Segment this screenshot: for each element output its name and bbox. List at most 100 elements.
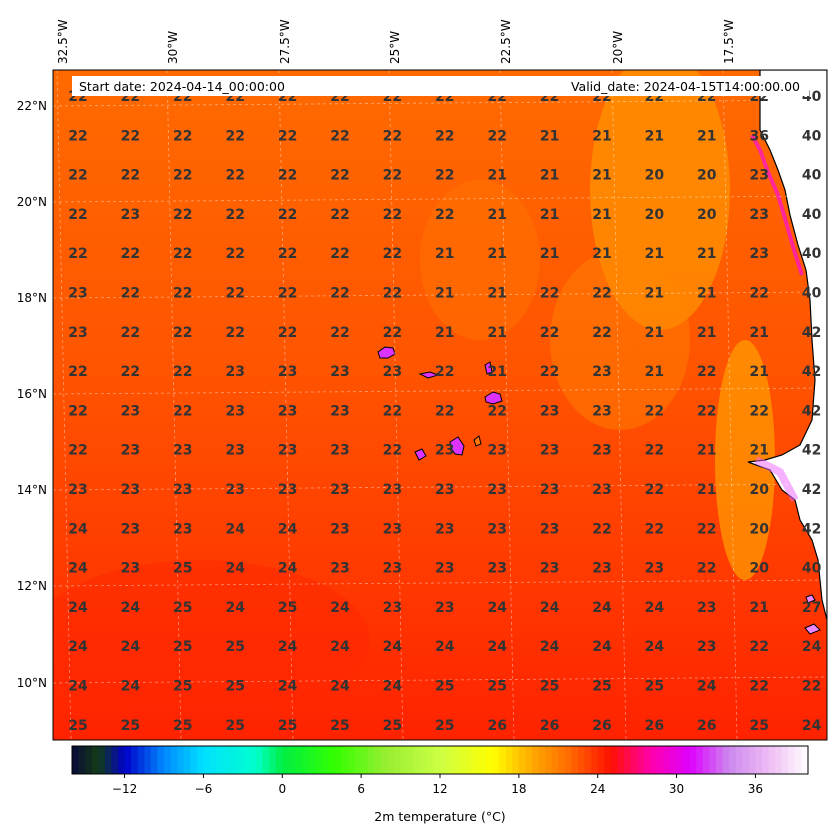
temperature-value: 20 [645, 168, 665, 184]
colorbar-title: 2m temperature (°C) [374, 809, 505, 824]
temperature-value: 24 [68, 600, 88, 616]
colorbar-segment [216, 746, 224, 774]
colorbar-segment [249, 746, 257, 774]
temperature-value: 21 [697, 286, 716, 302]
temperature-value: 22 [645, 521, 664, 537]
colorbar-segment [242, 746, 251, 774]
colorbar-segment [170, 746, 178, 774]
colorbar-segment [499, 746, 507, 774]
temperature-value: 24 [435, 639, 455, 655]
temperature-value: 22 [68, 207, 87, 223]
temperature-value: 42 [802, 443, 821, 459]
island-fogo [414, 448, 427, 461]
temperature-value: 23 [121, 561, 140, 577]
colorbar-segment [374, 746, 382, 774]
temperature-value: 21 [645, 286, 664, 302]
colorbar-segment [525, 746, 533, 774]
temperature-value: 23 [330, 403, 349, 419]
temperature-value: 21 [592, 168, 611, 184]
temperature-value: 22 [697, 364, 716, 380]
colorbar-segment [367, 746, 375, 774]
temperature-value: 24 [802, 639, 822, 655]
temperature-value: 21 [697, 482, 716, 498]
temperature-value: 24 [278, 679, 298, 695]
longitude-label: 17.5°W [722, 19, 736, 64]
colorbar-segment [742, 746, 750, 774]
temperature-value: 23 [383, 364, 402, 380]
colorbar-segment [453, 746, 461, 774]
temperature-value: 24 [645, 600, 665, 616]
temperature-value: 21 [749, 364, 768, 380]
temperature-value: 24 [383, 679, 403, 695]
cool-patch-coast [715, 340, 775, 580]
colorbar-segment [610, 746, 619, 774]
temperature-value: 23 [487, 561, 506, 577]
temperature-value: 22 [225, 207, 244, 223]
temperature-value: 22 [173, 168, 192, 184]
temperature-value: 25 [173, 561, 192, 577]
colorbar-segment [748, 746, 757, 774]
colorbar-segment [571, 746, 579, 774]
temperature-value: 22 [330, 128, 349, 144]
temperature-value: 25 [645, 679, 664, 695]
temperature-value: 26 [645, 718, 664, 734]
temperature-value: 23 [330, 482, 349, 498]
colorbar-segment [617, 746, 625, 774]
temperature-value: 42 [802, 482, 821, 498]
temperature-value: 21 [749, 443, 768, 459]
colorbar-segment [210, 746, 218, 774]
temperature-value: 23 [330, 443, 349, 459]
temperature-value: 26 [697, 718, 716, 734]
temperature-value: 22 [435, 364, 454, 380]
colorbar-segment [564, 746, 573, 774]
colorbar-segment [91, 746, 99, 774]
colorbar-segment [394, 746, 402, 774]
temperature-value: 22 [749, 403, 768, 419]
temperature-value: 22 [278, 246, 297, 262]
temperature-value: 25 [278, 718, 297, 734]
temperature-value: 21 [435, 286, 454, 302]
temperature-value: 24 [278, 521, 298, 537]
temperature-value: 21 [592, 246, 611, 262]
temperature-value: 22 [540, 325, 559, 341]
temperature-value: 23 [435, 600, 454, 616]
colorbar-segment [794, 746, 803, 774]
colorbar-segment [282, 746, 290, 774]
colorbar-segment [446, 746, 454, 774]
temperature-value: 24 [68, 521, 88, 537]
temperature-value: 23 [278, 364, 297, 380]
temperature-value: 22 [592, 521, 611, 537]
colorbar-segment [295, 746, 303, 774]
temperature-value: 22 [225, 246, 244, 262]
colorbar-segment [387, 746, 395, 774]
warm-patch-south [53, 560, 370, 720]
colorbar-segment [643, 746, 651, 774]
temperature-value: 22 [121, 128, 140, 144]
colorbar-segment [137, 746, 145, 774]
temperature-value: 23 [435, 482, 454, 498]
temperature-value: 26 [592, 718, 611, 734]
temperature-value: 22 [330, 246, 349, 262]
colorbar-segment [781, 746, 789, 774]
colorbar-segment [716, 746, 724, 774]
temperature-value: 22 [121, 168, 140, 184]
temperature-value: 23 [592, 561, 611, 577]
temperature-value: 40 [802, 286, 822, 302]
colorbar-segment [341, 746, 349, 774]
colorbar-segment [722, 746, 730, 774]
temperature-value: 23 [121, 521, 140, 537]
colorbar-segment [124, 746, 132, 774]
temperature-value: 22 [68, 246, 87, 262]
colorbar-segment [269, 746, 277, 774]
colorbar-segment [755, 746, 763, 774]
colorbar-segment [433, 746, 441, 774]
temperature-value: 22 [697, 403, 716, 419]
temperature-value: 22 [383, 168, 402, 184]
colorbar-segment [354, 746, 362, 774]
colorbar-segment [275, 746, 283, 774]
temperature-value: 23 [749, 207, 768, 223]
temperature-value: 22 [749, 286, 768, 302]
temperature-value: 21 [592, 128, 611, 144]
temperature-value: 22 [645, 443, 664, 459]
colorbar-segment [466, 746, 474, 774]
